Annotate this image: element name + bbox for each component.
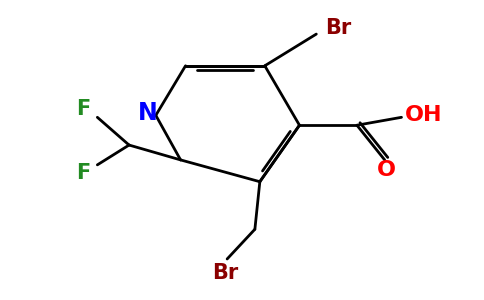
Text: F: F xyxy=(76,163,91,183)
Text: N: N xyxy=(138,101,158,125)
Text: OH: OH xyxy=(405,105,442,125)
Text: Br: Br xyxy=(325,18,351,38)
Text: Br: Br xyxy=(212,263,238,283)
Text: F: F xyxy=(76,99,91,119)
Text: O: O xyxy=(377,160,396,180)
